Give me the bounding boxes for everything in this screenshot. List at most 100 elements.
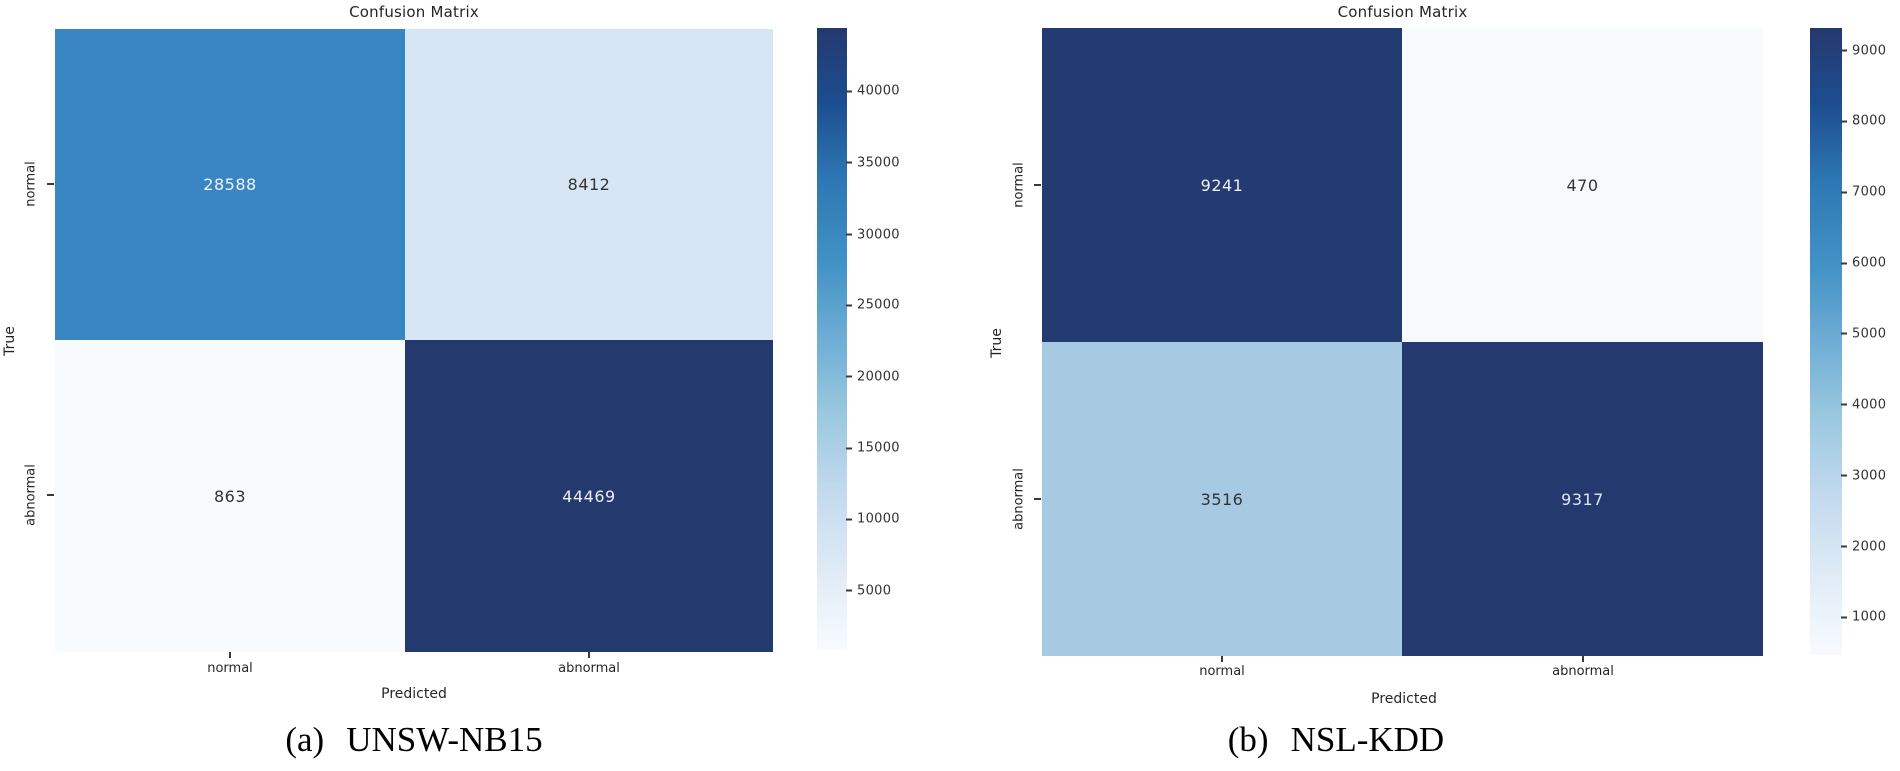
colorbar-tick: 5000	[846, 583, 891, 598]
colorbar-tick-label: 2000	[1852, 539, 1887, 555]
colorbar-tick-label: 9000	[1852, 43, 1887, 59]
colorbar-tick-label: 8000	[1852, 113, 1887, 129]
colorbar-tick: 5000	[1841, 326, 1886, 341]
y-tick-label-abnormal: abnormal	[1011, 468, 1027, 530]
cm-cell-fp: 470	[1402, 28, 1763, 342]
tick-mark	[1841, 120, 1847, 123]
tick-mark	[846, 161, 852, 164]
cell-value: 28588	[203, 175, 257, 194]
colorbar-tick: 30000	[846, 227, 900, 242]
caption-index: (b)	[1227, 720, 1269, 759]
colorbar-tick: 35000	[846, 155, 900, 170]
colorbar-tick: 7000	[1841, 185, 1886, 200]
tick-mark	[846, 447, 852, 450]
colorbar-tick-label: 25000	[857, 297, 900, 313]
cm-cell-tn: 9241	[1042, 28, 1402, 342]
colorbar-tick: 40000	[846, 84, 900, 99]
tick-mark	[846, 375, 852, 378]
tick-mark	[846, 233, 852, 236]
cm-cell-tn: 28588	[55, 29, 405, 340]
panel-caption-a: (a) UNSW-NB15	[55, 720, 773, 760]
colorbar-tick-label: 40000	[857, 83, 900, 99]
colorbar-tick: 10000	[846, 512, 900, 527]
tick-mark	[47, 183, 54, 185]
colorbar-gradient	[1810, 28, 1842, 655]
colorbar-tick-label: 20000	[857, 369, 900, 385]
cell-value: 3516	[1200, 489, 1244, 509]
colorbar-tick-label: 35000	[857, 155, 900, 171]
tick-mark	[1034, 498, 1041, 500]
colorbar-tick: 9000	[1841, 43, 1886, 58]
cm-cell-fn: 3516	[1042, 342, 1402, 656]
colorbar-tick-label: 1000	[1852, 609, 1887, 625]
colorbar-tick: 8000	[1841, 114, 1886, 129]
colorbar-tick: 1000	[1841, 610, 1886, 625]
colorbar-tick-label: 4000	[1852, 397, 1887, 413]
colorbar-tick: 3000	[1841, 468, 1886, 483]
x-tick-label-abnormal: abnormal	[558, 661, 620, 676]
chart-title: Confusion Matrix	[1337, 3, 1468, 21]
colorbar-tick: 4000	[1841, 397, 1886, 412]
tick-mark	[1221, 656, 1223, 662]
colorbar-tick-label: 15000	[857, 440, 900, 456]
confusion-matrix-unsw: 28588 8412 863 44469	[55, 29, 773, 652]
tick-mark	[1841, 332, 1847, 335]
x-tick-label-normal: normal	[1199, 664, 1245, 679]
y-axis-label: True	[989, 328, 1005, 358]
tick-mark	[1841, 545, 1847, 548]
tick-mark	[1841, 403, 1847, 406]
tick-mark	[47, 494, 54, 496]
colorbar-tick-labels: 40000 35000 30000 25000 20000 15000 10000 5000	[846, 28, 916, 650]
tick-mark	[588, 652, 590, 658]
cell-value: 44469	[562, 486, 616, 506]
tick-mark	[846, 589, 852, 592]
cell-value: 8412	[567, 175, 611, 194]
y-axis-label: True	[2, 326, 18, 356]
tick-mark	[846, 518, 852, 521]
tick-mark	[1841, 49, 1847, 52]
colorbar-tick: 15000	[846, 441, 900, 456]
cm-cell-fn: 863	[55, 340, 405, 652]
colorbar-tick: 6000	[1841, 256, 1886, 271]
y-tick-label-normal: normal	[23, 161, 39, 207]
x-tick-label-abnormal: abnormal	[1552, 664, 1614, 679]
cell-value: 9317	[1561, 489, 1604, 509]
panel-caption-b: (b) NSL-KDD	[986, 720, 1686, 760]
x-axis-label: Predicted	[381, 686, 447, 702]
caption-index: (a)	[285, 720, 325, 759]
colorbar-tick-label: 5000	[1852, 326, 1887, 342]
confusion-matrix-nsl: 9241 470 3516 9317	[1042, 28, 1763, 656]
tick-mark	[846, 304, 852, 307]
tick-mark	[1841, 262, 1847, 265]
y-tick-label-normal: normal	[1011, 162, 1027, 208]
cm-cell-tp: 9317	[1402, 342, 1763, 656]
cell-value: 863	[213, 486, 247, 506]
tick-mark	[846, 90, 852, 93]
colorbar-tick-label: 6000	[1852, 255, 1887, 271]
cell-value: 9241	[1200, 175, 1244, 195]
tick-mark	[1034, 184, 1041, 186]
chart-title: Confusion Matrix	[349, 3, 479, 21]
colorbar-tick: 2000	[1841, 539, 1886, 554]
colorbar-tick-label: 30000	[857, 227, 900, 242]
tick-mark	[1582, 656, 1584, 662]
tick-mark	[1841, 191, 1847, 194]
colorbar-tick-label: 10000	[857, 511, 900, 527]
colorbar-gradient	[817, 28, 847, 650]
tick-mark	[229, 652, 231, 658]
tick-mark	[1841, 474, 1847, 477]
caption-dataset: UNSW-NB15	[346, 720, 543, 759]
x-axis-label: Predicted	[1371, 691, 1437, 707]
colorbar-tick-label: 5000	[857, 583, 892, 599]
cm-cell-fp: 8412	[405, 29, 773, 340]
cm-cell-tp: 44469	[405, 340, 773, 652]
tick-mark	[1841, 616, 1847, 619]
cell-value: 470	[1566, 175, 1599, 195]
y-tick-label-abnormal: abnormal	[23, 464, 39, 526]
colorbar-tick: 25000	[846, 298, 900, 313]
colorbar-tick-label: 3000	[1852, 468, 1887, 484]
x-tick-label-normal: normal	[207, 661, 253, 676]
colorbar-tick-label: 7000	[1852, 184, 1887, 200]
colorbar-tick: 20000	[846, 369, 900, 384]
